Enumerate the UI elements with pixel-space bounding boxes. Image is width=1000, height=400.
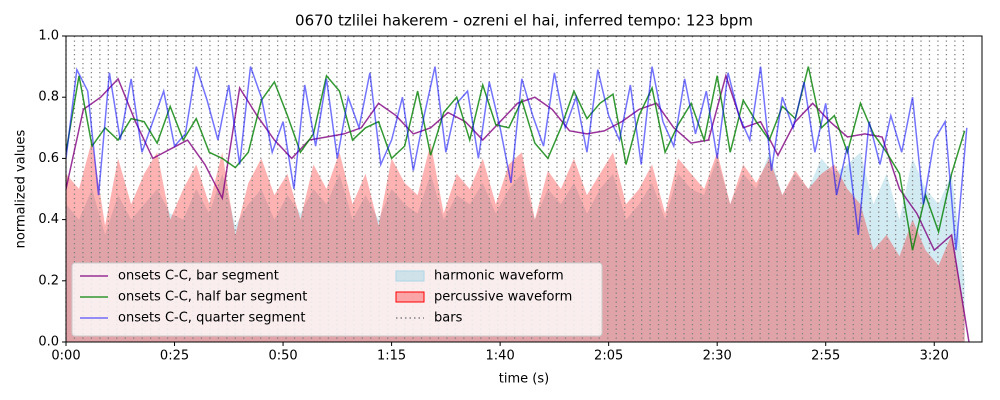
line xyxy=(66,73,970,342)
legend-swatch xyxy=(395,270,425,282)
legend-label: percussive waveform xyxy=(434,290,572,305)
x-axis-label: time (s) xyxy=(499,372,549,387)
x-tick-label: 2:30 xyxy=(703,349,732,364)
legend-label: onsets C-C, quarter segment xyxy=(118,311,305,326)
x-tick-label: 1:40 xyxy=(486,349,515,364)
y-tick-label: 0.2 xyxy=(38,273,59,288)
plot-frame xyxy=(65,35,983,343)
legend: onsets C-C, bar segment onsets C-C, half … xyxy=(71,262,603,337)
line xyxy=(66,66,966,251)
legend-label: harmonic waveform xyxy=(434,269,564,284)
y-tick-label: 0.6 xyxy=(38,151,59,166)
legend-label: bars xyxy=(434,311,463,326)
chart-title: 0670 tzlilei hakerem - ozreni el hai, in… xyxy=(295,12,753,30)
x-tick-label: 1:15 xyxy=(377,349,406,364)
y-tick-label: 0.8 xyxy=(38,90,59,105)
legend-box xyxy=(71,262,603,337)
x-tick-label: 0:50 xyxy=(268,349,297,364)
y-axis-label: normalized values xyxy=(14,129,29,248)
x-tick-label: 2:55 xyxy=(811,349,840,364)
y-tick-label: 1.0 xyxy=(38,29,59,44)
y-tick-label: 0.4 xyxy=(38,212,59,227)
legend-label: onsets C-C, bar segment xyxy=(118,269,279,284)
legend-label: onsets C-C, half bar segment xyxy=(118,290,307,305)
x-tick-label: 0:00 xyxy=(51,349,80,364)
legend-swatch xyxy=(395,291,425,303)
x-tick-label: 2:05 xyxy=(594,349,623,364)
line xyxy=(66,66,968,251)
y-tick-label: 0.0 xyxy=(38,335,59,350)
x-tick-label: 0:25 xyxy=(160,349,189,364)
x-tick-label: 3:20 xyxy=(920,349,949,364)
